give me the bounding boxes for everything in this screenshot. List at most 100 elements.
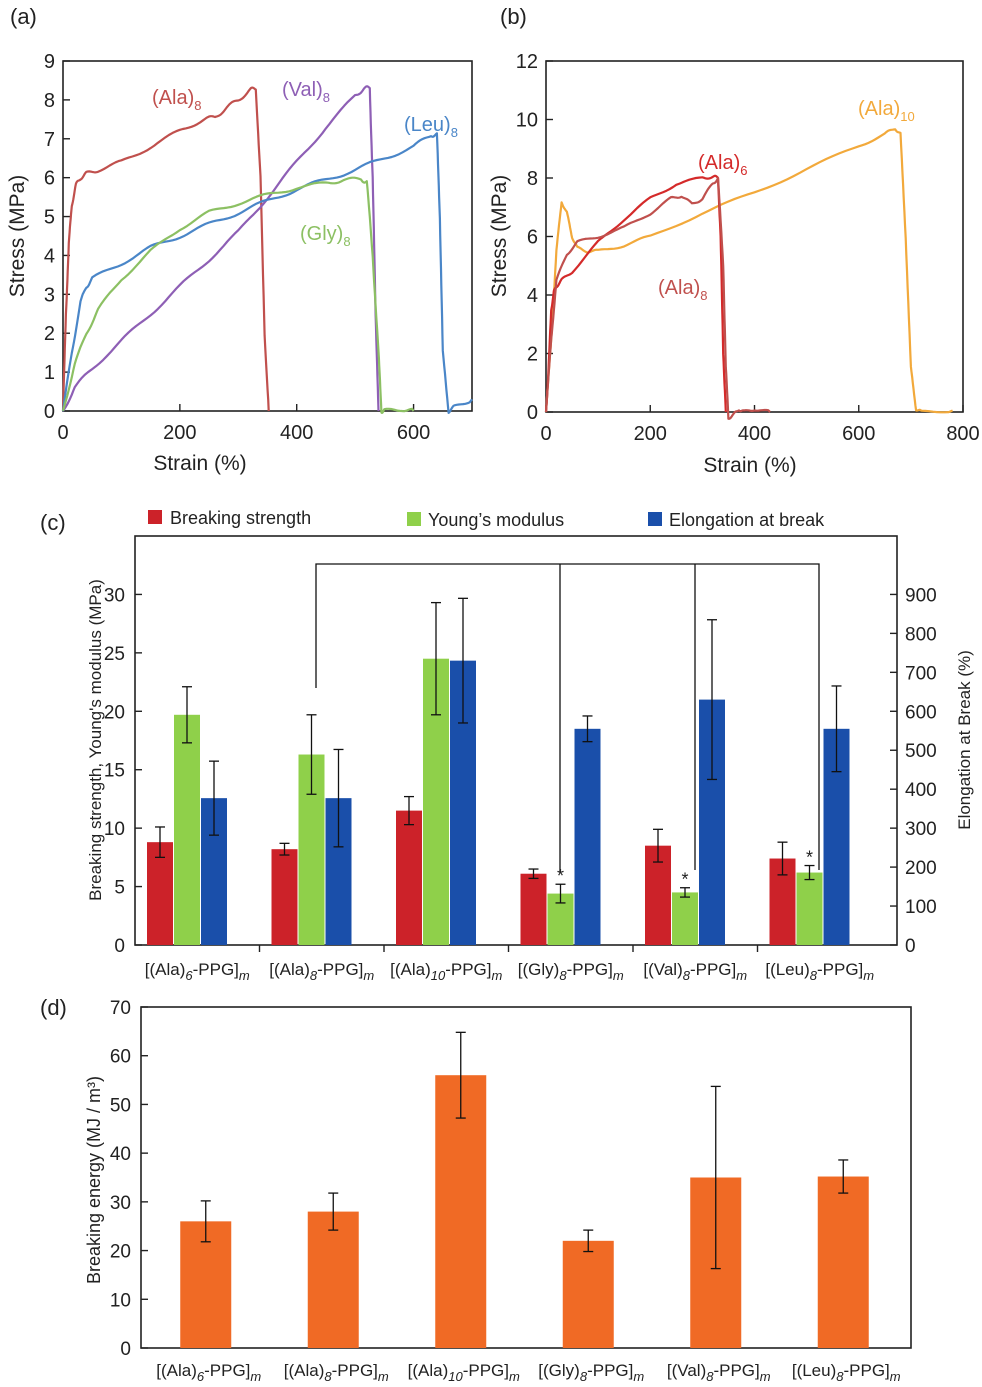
legend-swatch-elongation-at-break xyxy=(648,512,662,526)
panel-a-ytick-label: 0 xyxy=(44,401,55,423)
significance-star: * xyxy=(557,866,564,886)
panel-c-y2tick-label: 300 xyxy=(905,819,937,840)
panel-c-ytick-label: 25 xyxy=(104,644,125,665)
panel-d-ytick-label: 60 xyxy=(110,1047,131,1068)
panel-c-ytick-label: 5 xyxy=(114,878,125,899)
panel-b-ytick-label: 4 xyxy=(527,285,538,307)
panel-c-category-label: [(Ala)10-PPG]m xyxy=(390,960,502,983)
panel-b-xtick-label: 600 xyxy=(842,423,875,445)
legend-breaking-strength: Breaking strength xyxy=(170,508,311,528)
panel-b-label: (b) xyxy=(500,4,527,29)
category-label-main: [(Ala) xyxy=(145,960,186,979)
category-label-sub: 10 xyxy=(448,1369,463,1384)
panel-b-xtick-label: 200 xyxy=(634,423,667,445)
category-label-main: [(Val) xyxy=(643,960,682,979)
panel-c-legend: Breaking strength Young’s modulus Elonga… xyxy=(148,508,825,530)
bar-breaking-energy-5 xyxy=(817,1176,869,1348)
panel-b-xtick-label: 0 xyxy=(540,423,551,445)
legend-swatch-youngs-modulus xyxy=(407,512,421,526)
category-label-sub: 6 xyxy=(185,968,193,983)
legend-label-ala8-b: (Ala)8 xyxy=(658,277,707,303)
category-label-main: [(Gly) xyxy=(518,960,560,979)
category-label-main: [(Ala) xyxy=(390,960,431,979)
category-label-subm: m xyxy=(250,1369,261,1384)
panel-a-ytick-label: 2 xyxy=(44,323,55,345)
panel-d-category-label: [(Val)8-PPG]m xyxy=(667,1361,771,1384)
label-main: (Ala) xyxy=(152,87,194,109)
label-main: (Leu) xyxy=(404,114,451,136)
panel-b-ytick-label: 6 xyxy=(527,227,538,249)
panel-d-ytick-label: 10 xyxy=(110,1290,131,1311)
panel-c-y2tick-label: 900 xyxy=(905,585,937,606)
panel-a-xtick-label: 400 xyxy=(280,422,313,444)
bar-young-s-modulus-5 xyxy=(796,872,823,945)
category-label-subm: m xyxy=(863,968,874,983)
panel-b-series-line-ala10 xyxy=(544,128,954,414)
panel-a-x-axis-label: Strain (%) xyxy=(153,452,246,475)
panel-d-label: (d) xyxy=(40,995,67,1020)
bar-breaking-energy-3 xyxy=(562,1240,614,1348)
panel-c-label: (c) xyxy=(40,510,66,535)
panel-a-ytick-label: 1 xyxy=(44,362,55,384)
category-label-mid: -PPG] xyxy=(445,960,491,979)
panel-a-xtick-label: 0 xyxy=(57,422,68,444)
label-main: (Val) xyxy=(282,79,323,101)
panel-a-label: (a) xyxy=(10,4,37,29)
panel-a-ytick-label: 5 xyxy=(44,207,55,229)
category-label-sub: 6 xyxy=(197,1369,205,1384)
category-label-sub: 10 xyxy=(431,968,446,983)
panel-a-line-chart: (a) 0 1 2 3 4 5 6 7 8 9 0 200 400 600 Strain (%) Str… xyxy=(6,4,473,475)
bar-breaking-strength-0 xyxy=(147,842,173,945)
label-main: (Ala) xyxy=(698,152,740,174)
panel-b-ytick-label: 8 xyxy=(527,168,538,190)
panel-b-y-axis-label: Stress (MPa) xyxy=(488,175,511,298)
category-label-sub: 8 xyxy=(324,1369,332,1384)
legend-label-ala8-a: (Ala)8 xyxy=(152,87,201,113)
category-label-main: [(Gly) xyxy=(538,1361,580,1380)
legend-swatch-breaking-strength xyxy=(148,510,162,524)
panel-c-category-label: [(Ala)6-PPG]m xyxy=(145,960,250,983)
label-sub: 8 xyxy=(451,125,458,140)
panel-d-category-label: [(Ala)6-PPG]m xyxy=(156,1361,261,1384)
bar-breaking-strength-1 xyxy=(271,849,298,945)
label-sub: 10 xyxy=(900,109,914,124)
legend-label-ala10-b: (Ala)10 xyxy=(858,98,915,124)
panel-d-category-label: [(Leu)8-PPG]m xyxy=(792,1361,901,1384)
panel-c-category-label: [(Val)8-PPG]m xyxy=(643,960,747,983)
category-label-sub: 8 xyxy=(310,968,318,983)
panel-c-ytick-label: 0 xyxy=(114,936,125,957)
panel-b-x-axis-label: Strain (%) xyxy=(703,454,796,477)
bar-breaking-energy-1 xyxy=(307,1211,359,1348)
category-label-subm: m xyxy=(378,1369,389,1384)
significance-star: * xyxy=(806,848,813,868)
category-label-mid: -PPG] xyxy=(332,1361,378,1380)
category-label-sub: 8 xyxy=(683,968,691,983)
category-label-subm: m xyxy=(890,1369,901,1384)
panel-b-ytick-label: 0 xyxy=(527,402,538,424)
panel-a-ytick-label: 8 xyxy=(44,90,55,112)
panel-c-y2tick-label: 400 xyxy=(905,780,937,801)
category-label-sub: 8 xyxy=(836,1369,844,1384)
panel-b-xtick-label: 800 xyxy=(946,423,979,445)
panel-c-ytick-label: 10 xyxy=(104,819,125,840)
panel-c-y2tick-label: 800 xyxy=(905,624,937,645)
panel-c-bar-chart: (c) Breaking strength Young’s modulus El… xyxy=(40,508,974,983)
panel-d-ytick-label: 20 xyxy=(110,1242,131,1263)
panel-c-category-label: [(Gly)8-PPG]m xyxy=(518,960,624,983)
category-label-sub: 8 xyxy=(580,1369,588,1384)
category-label-subm: m xyxy=(736,968,747,983)
category-label-main: [(Val) xyxy=(667,1361,706,1380)
panel-c-y2tick-label: 0 xyxy=(905,936,916,957)
category-label-subm: m xyxy=(363,968,374,983)
label-sub: 8 xyxy=(343,234,350,249)
panel-b-ytick-label: 2 xyxy=(527,344,538,366)
significance-bracket xyxy=(315,563,820,873)
bar-young-s-modulus-0 xyxy=(174,714,200,945)
panel-c-y2tick-label: 200 xyxy=(905,858,937,879)
category-label-sub: 8 xyxy=(810,968,818,983)
panel-a-plot-frame xyxy=(62,60,473,412)
category-label-mid: -PPG] xyxy=(463,1361,509,1380)
category-label-mid: -PPG] xyxy=(193,960,239,979)
category-label-main: [(Leu) xyxy=(765,960,809,979)
category-label-mid: -PPG] xyxy=(317,960,363,979)
